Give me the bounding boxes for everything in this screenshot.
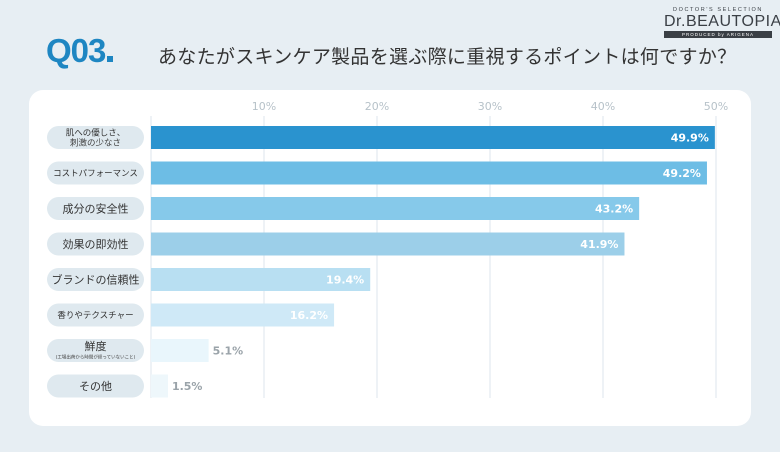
- category-pill: [47, 197, 144, 220]
- brand-logo: DOCTOR'S SELECTION Dr.BEAUTOPIA PRODUCED…: [664, 7, 780, 38]
- data-label: 43.2%: [595, 203, 633, 216]
- bar: [151, 374, 168, 398]
- category-pill: [47, 232, 144, 256]
- question-title: あなたがスキンケア製品を選ぶ際に重視するポイントは何ですか？: [158, 46, 737, 68]
- x-tick-label: 20%: [365, 100, 389, 113]
- data-label: 5.1%: [213, 345, 244, 358]
- data-label: 1.5%: [172, 380, 203, 393]
- bar: [151, 126, 715, 149]
- category-label: 鮮度: [85, 339, 107, 353]
- logo-bottom-text: PRODUCED by ARIGENA: [664, 31, 772, 38]
- category-pill: [47, 126, 144, 149]
- question-number: Q03: [46, 32, 114, 70]
- category-pill: [47, 303, 144, 327]
- category-label: 香りやテクスチャー: [57, 310, 133, 321]
- question-dot: [107, 56, 114, 62]
- category-pill: [47, 374, 144, 398]
- category-label: コストパフォーマンス: [53, 169, 138, 179]
- bar: [151, 339, 209, 362]
- data-label: 49.2%: [663, 167, 701, 180]
- bar: [151, 232, 625, 256]
- logo-main-text: Dr.BEAUTOPIA: [664, 13, 780, 30]
- bar: [151, 197, 640, 220]
- x-tick-label: 10%: [252, 100, 276, 113]
- question-number-text: Q03: [46, 32, 106, 69]
- category-label: 肌への優しさ、: [66, 128, 126, 139]
- category-pill: [47, 339, 144, 362]
- bar: [151, 303, 335, 327]
- category-sublabel: 刺激の少なさ: [70, 138, 121, 149]
- x-tick-label: 50%: [704, 100, 728, 113]
- category-label: ブランドの信頼性: [52, 272, 140, 286]
- category-pill: [47, 268, 144, 291]
- data-label: 16.2%: [290, 309, 328, 322]
- category-label: 効果の即効性: [63, 237, 129, 251]
- data-label: 49.9%: [671, 132, 709, 145]
- x-tick-label: 40%: [591, 100, 615, 113]
- category-pill: [47, 161, 144, 185]
- category-sublabel: (工場出荷から時間が経っていないこと): [56, 354, 136, 361]
- category-label: 成分の安全性: [63, 201, 129, 215]
- bar: [151, 161, 707, 185]
- data-label: 41.9%: [580, 238, 618, 251]
- data-label: 19.4%: [326, 274, 364, 287]
- category-label: その他: [79, 380, 112, 393]
- logo-top-text: DOCTOR'S SELECTION: [673, 7, 763, 13]
- x-tick-label: 30%: [478, 100, 502, 113]
- bar: [151, 268, 371, 291]
